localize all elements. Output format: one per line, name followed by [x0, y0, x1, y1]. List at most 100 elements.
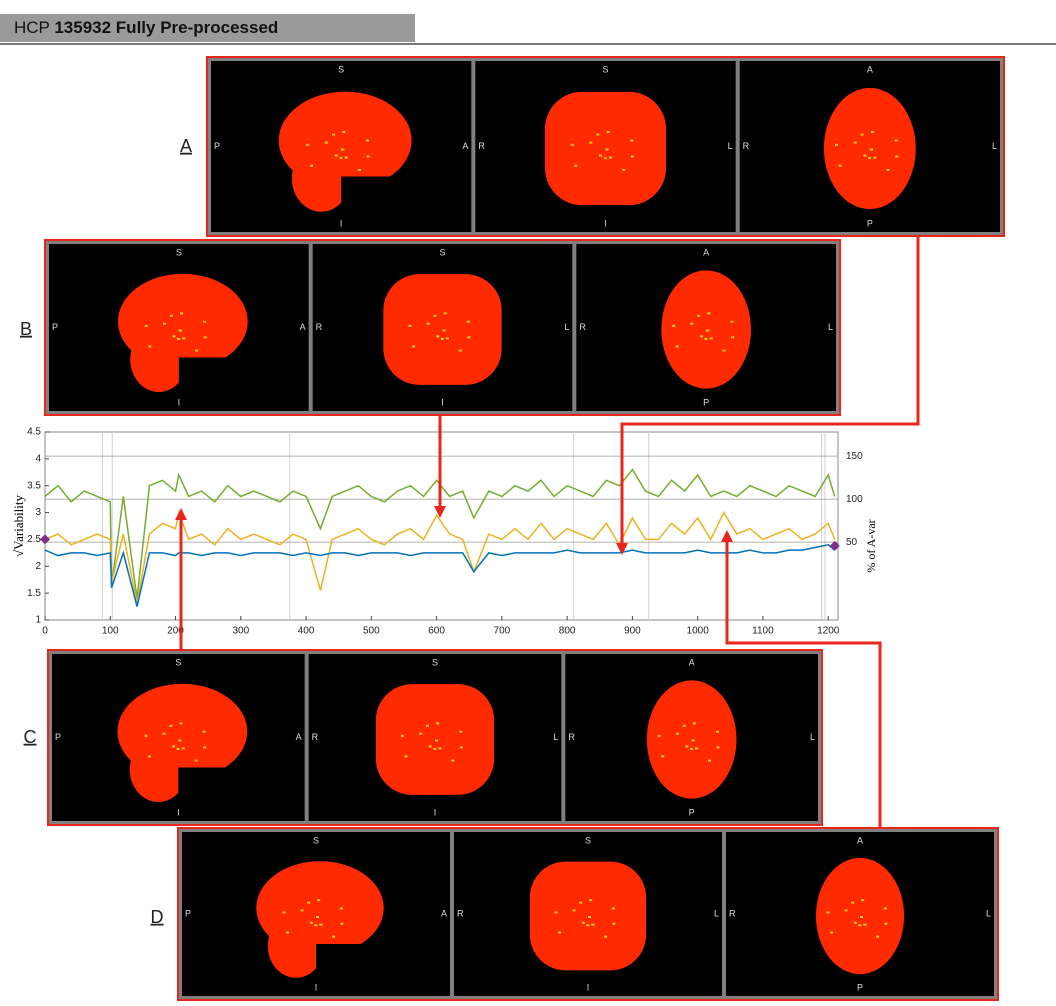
speckle: [693, 722, 696, 724]
view: SIRL: [454, 832, 722, 996]
speckle: [148, 345, 151, 347]
speckle: [558, 932, 561, 934]
speckle: [708, 759, 711, 761]
speckle: [731, 336, 734, 338]
speckle: [342, 131, 345, 133]
speckle: [685, 745, 688, 747]
header-title: Fully Pre-processed: [116, 18, 279, 37]
orientation-label: R: [478, 141, 485, 151]
speckle: [599, 155, 602, 157]
speckle: [204, 336, 207, 338]
x-tick-label: 700: [494, 626, 511, 637]
orientation-label: A: [689, 657, 695, 667]
speckle: [283, 911, 286, 913]
view: SIPA: [49, 244, 309, 411]
speckle: [429, 745, 432, 747]
speckle: [178, 740, 181, 742]
y-tick-label: 2: [35, 561, 41, 572]
orientation-label: I: [177, 807, 180, 817]
speckle: [895, 140, 898, 142]
speckle: [339, 157, 342, 159]
x-tick-label: 800: [559, 626, 576, 637]
orientation-label: S: [176, 247, 182, 257]
speckle: [358, 169, 361, 171]
y-tick-label: 3.5: [27, 480, 41, 491]
speckle: [586, 924, 589, 926]
orientation-label: R: [457, 908, 464, 918]
speckle: [661, 755, 664, 757]
speckle: [173, 335, 176, 337]
view: SIPA: [52, 654, 305, 821]
speckle: [630, 140, 633, 142]
speckle: [876, 936, 879, 938]
speckle: [588, 916, 591, 918]
speckle: [555, 911, 558, 913]
view: APRL: [576, 244, 836, 411]
speckle: [467, 321, 470, 323]
speckle: [459, 349, 462, 351]
orientation-label: L: [728, 141, 733, 151]
speckle: [435, 740, 438, 742]
speckle: [436, 722, 439, 724]
speckle: [676, 345, 679, 347]
speckle: [148, 755, 151, 757]
x-tick-label: 1100: [752, 626, 774, 637]
panel-label: C: [24, 727, 37, 747]
speckle: [366, 140, 369, 142]
speckle: [177, 338, 180, 340]
speckle: [606, 149, 609, 151]
header-text: HCP 135932 Fully Pre-processed: [14, 18, 278, 37]
speckle: [441, 338, 444, 340]
x-tick-label: 300: [232, 626, 249, 637]
orientation-label: P: [55, 732, 61, 742]
speckle: [179, 722, 182, 724]
speckle: [434, 315, 437, 317]
speckle: [884, 923, 887, 925]
orientation-label: S: [175, 657, 181, 667]
y-tick-label: 4.5: [27, 427, 41, 438]
cut: [316, 944, 382, 984]
speckle: [870, 149, 873, 151]
view: SIRL: [475, 61, 735, 232]
x-tick-label: 0: [42, 626, 48, 637]
speckle: [683, 725, 686, 727]
orientation-label: R: [316, 322, 323, 332]
orientation-label: I: [340, 218, 343, 228]
orientation-label: R: [312, 732, 319, 742]
orientation-label: A: [441, 908, 447, 918]
speckle: [895, 156, 898, 158]
speckle: [179, 330, 182, 332]
speckle: [591, 924, 594, 926]
speckle: [172, 745, 175, 747]
speckle: [177, 748, 180, 750]
speckle: [582, 922, 585, 924]
orientation-label: I: [434, 807, 437, 817]
cut: [179, 358, 246, 398]
panel-label: D: [151, 907, 164, 927]
orientation-label: I: [604, 218, 607, 228]
speckle: [631, 156, 634, 158]
speckle: [579, 902, 582, 904]
speckle: [340, 923, 343, 925]
orientation-label: P: [857, 982, 863, 992]
speckle: [845, 909, 848, 911]
speckle: [459, 731, 462, 733]
speckle: [145, 325, 148, 327]
speckle: [873, 157, 876, 159]
x-tick-label: 600: [428, 626, 445, 637]
speckle: [412, 345, 415, 347]
speckle: [427, 323, 430, 325]
orientation-label: A: [857, 835, 863, 845]
speckle: [690, 748, 693, 750]
view: APRL: [740, 61, 1000, 232]
speckle: [730, 321, 733, 323]
speckle: [604, 936, 607, 938]
y2-axis-label: % of A-var: [864, 519, 878, 572]
speckle: [692, 740, 695, 742]
figure: HCP 135932 Fully Pre-processed ASIPASIRL…: [0, 0, 1056, 1001]
speckle: [438, 747, 441, 749]
speckle: [860, 916, 863, 918]
view: SIPA: [182, 832, 450, 996]
